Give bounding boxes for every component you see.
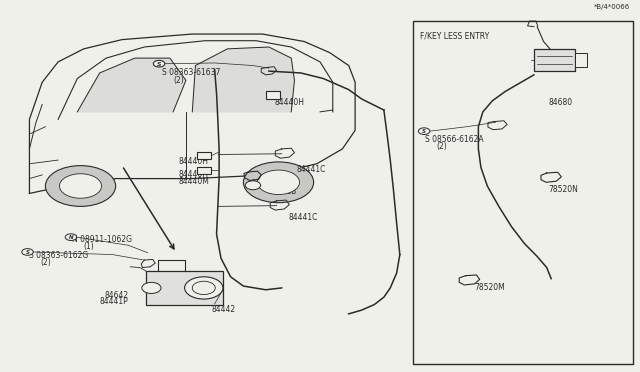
Circle shape [65,234,77,240]
Text: S 08363-61637: S 08363-61637 [163,68,221,77]
Text: 84440H: 84440H [274,98,304,107]
Text: 84442: 84442 [211,305,236,314]
Text: 84440M: 84440M [178,177,209,186]
Circle shape [22,248,33,255]
Circle shape [142,282,161,294]
Text: (2): (2) [436,141,447,151]
Text: 84680: 84680 [548,98,573,107]
Text: (2): (2) [40,257,51,266]
Text: S: S [157,62,161,67]
Text: (1): (1) [84,241,95,251]
Text: (2): (2) [173,76,184,84]
Text: 84642: 84642 [104,291,128,299]
Text: F/KEY LESS ENTRY: F/KEY LESS ENTRY [420,32,490,41]
Bar [197,167,211,174]
Bar [197,152,211,159]
Circle shape [243,162,314,203]
Circle shape [60,174,102,198]
Circle shape [192,281,215,295]
Bar [266,92,280,99]
Text: 84441C: 84441C [296,164,326,173]
Polygon shape [192,47,294,112]
Text: 84441C: 84441C [288,213,317,222]
Text: N: N [68,235,73,240]
Text: 84441B: 84441B [268,187,297,196]
Bar [534,49,575,71]
Text: 84441P: 84441P [100,297,129,306]
Text: N 08911-1062G: N 08911-1062G [72,235,132,244]
Text: S: S [26,250,29,255]
Text: S 08566-6162A: S 08566-6162A [426,135,484,144]
Text: S: S [422,129,426,134]
Circle shape [257,170,300,195]
Circle shape [419,128,430,135]
Text: S 08363-6162G: S 08363-6162G [29,251,89,260]
Text: 84440H: 84440H [178,157,208,166]
Circle shape [45,166,116,206]
Bar [575,52,587,67]
Text: 78520N: 78520N [548,185,579,194]
Circle shape [245,181,260,190]
Bar [147,271,223,305]
Text: 78520M: 78520M [474,283,506,292]
Text: 84440H: 84440H [178,170,208,179]
Bar [413,21,633,364]
Text: *B/4*0066: *B/4*0066 [593,4,630,10]
Polygon shape [77,58,186,112]
Circle shape [184,277,223,299]
Circle shape [154,60,165,67]
